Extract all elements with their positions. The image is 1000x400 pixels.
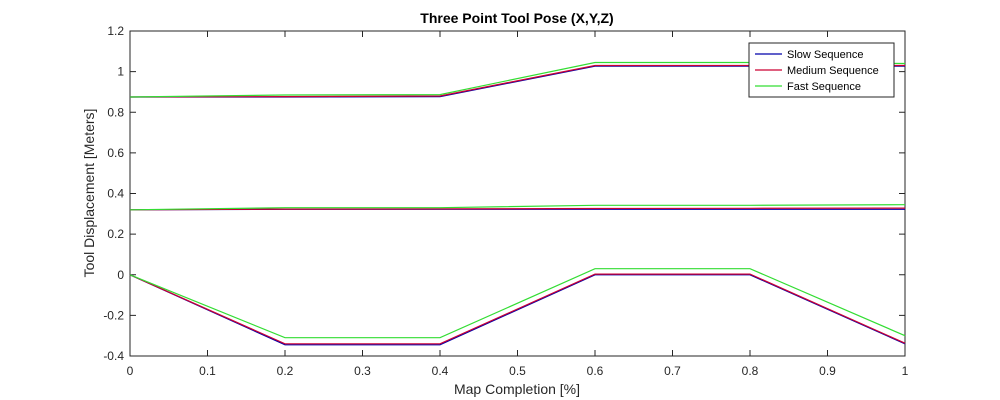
series-line-medium-sequence-2 — [129, 207, 906, 211]
y-axis: -0.4 -0.2 0 0.2 0.4 0.6 0.8 1 1.2 — [103, 24, 905, 363]
x-axis: 0 0.1 0.2 0.3 0.4 0.5 0.6 0.7 0.8 0.9 1 — [127, 31, 909, 378]
series-line-medium-sequence-3 — [129, 273, 906, 345]
x-tick-label: 0.3 — [354, 364, 371, 378]
y-tick-label: 0.4 — [107, 187, 124, 201]
y-axis-label: Tool Displacement [Meters] — [81, 109, 97, 278]
y-tick-label: 0 — [117, 268, 124, 282]
x-tick-label: 0.4 — [432, 364, 449, 378]
series-line-fast-sequence-3 — [129, 268, 906, 339]
series-line-fast-sequence-2 — [129, 204, 906, 211]
x-tick-label: 0.1 — [199, 364, 216, 378]
x-tick-label: 0 — [127, 364, 134, 378]
y-tick-label: -0.4 — [103, 349, 124, 363]
series-line-slow-sequence-3 — [129, 274, 906, 346]
x-tick-label: 0.8 — [742, 364, 759, 378]
y-tick-label: 0.2 — [107, 227, 124, 241]
x-axis-label: Map Completion [%] — [454, 381, 580, 397]
y-tick-label: 1 — [117, 65, 124, 79]
x-tick-label: 1 — [902, 364, 909, 378]
y-tick-label: 0.8 — [107, 105, 124, 119]
x-tick-label: 0.7 — [664, 364, 681, 378]
chart-title: Three Point Tool Pose (X,Y,Z) — [420, 10, 613, 26]
x-tick-label: 0.5 — [509, 364, 526, 378]
y-tick-label: -0.2 — [103, 308, 124, 322]
x-tick-label: 0.6 — [587, 364, 604, 378]
x-tick-label: 0.9 — [819, 364, 836, 378]
y-tick-label: 0.6 — [107, 146, 124, 160]
x-tick-label: 0.2 — [277, 364, 294, 378]
y-tick-label: 1.2 — [107, 24, 124, 38]
legend-label: Medium Sequence — [787, 65, 879, 77]
legend-label: Slow Sequence — [787, 49, 863, 61]
legend: Slow Sequence Medium Sequence Fast Sequenc… — [748, 42, 895, 98]
legend-label: Fast Sequence — [787, 81, 861, 93]
